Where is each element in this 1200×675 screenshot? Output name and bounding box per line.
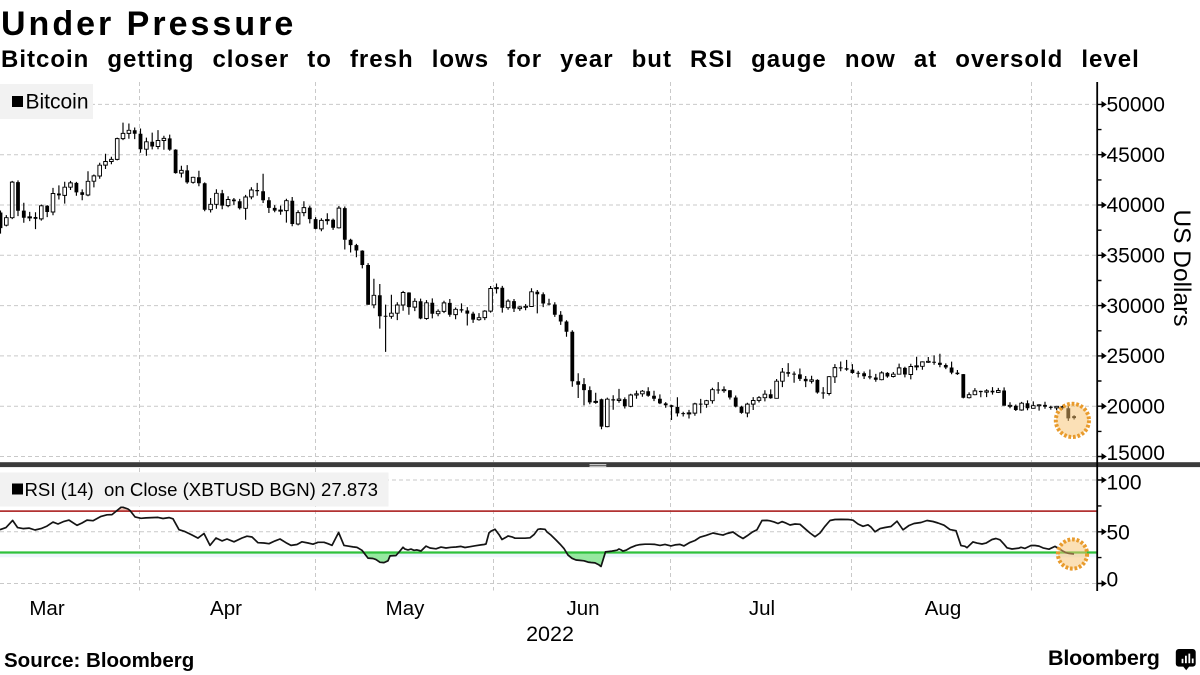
svg-text:Bitcoin: Bitcoin (26, 91, 89, 114)
svg-text:45000: 45000 (1107, 144, 1165, 167)
svg-text:RSI (14) on Close (XBTUSD BGN: RSI (14) on Close (XBTUSD BGN) 27.873 (25, 479, 378, 500)
svg-text:Bloomberg: Bloomberg (1048, 646, 1160, 670)
svg-text:50000: 50000 (1107, 94, 1165, 117)
svg-text:15000: 15000 (1107, 442, 1165, 465)
svg-text:Jul: Jul (749, 597, 775, 620)
svg-text:Source: Bloomberg: Source: Bloomberg (4, 649, 194, 672)
svg-text:25000: 25000 (1107, 345, 1165, 368)
svg-text:Aug: Aug (925, 597, 961, 620)
svg-text:30000: 30000 (1107, 295, 1165, 318)
svg-text:2022: 2022 (526, 622, 574, 646)
svg-text:Under Pressure: Under Pressure (1, 5, 296, 43)
svg-text:Bitcoin getting closer to fres: Bitcoin getting closer to fresh lows for… (1, 46, 1140, 73)
svg-text:100: 100 (1107, 472, 1142, 495)
svg-text:35000: 35000 (1107, 245, 1165, 268)
svg-text:Mar: Mar (29, 597, 64, 620)
svg-text:May: May (386, 597, 425, 620)
svg-text:50: 50 (1107, 522, 1130, 545)
svg-text:20000: 20000 (1107, 395, 1165, 418)
svg-text:0: 0 (1107, 569, 1119, 592)
svg-text:US Dollars: US Dollars (1168, 209, 1195, 326)
svg-text:40000: 40000 (1107, 194, 1165, 217)
svg-text:Jun: Jun (566, 597, 599, 620)
svg-text:Apr: Apr (210, 597, 242, 620)
